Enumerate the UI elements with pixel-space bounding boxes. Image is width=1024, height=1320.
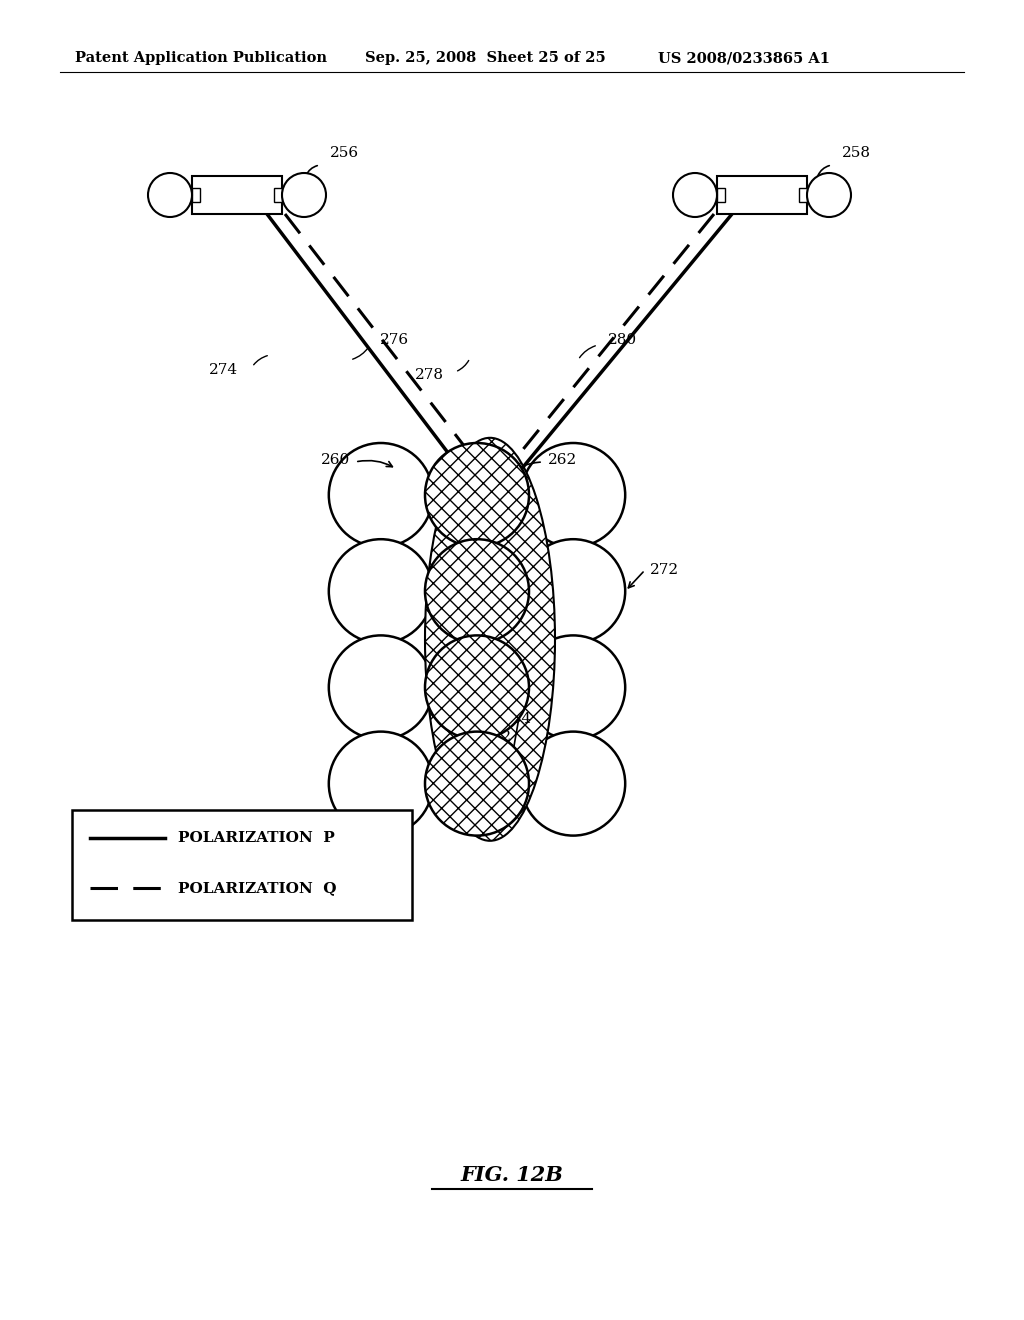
Text: Patent Application Publication: Patent Application Publication	[75, 51, 327, 65]
Text: POLARIZATION  P: POLARIZATION P	[178, 832, 335, 845]
Circle shape	[148, 173, 193, 216]
Circle shape	[673, 173, 717, 216]
Circle shape	[425, 635, 529, 739]
Bar	[717, 187, 725, 202]
Text: 276: 276	[380, 333, 410, 347]
Text: 252: 252	[482, 730, 512, 744]
Text: 274: 274	[209, 363, 238, 378]
Text: US 2008/0233865 A1: US 2008/0233865 A1	[658, 51, 830, 65]
Text: 272: 272	[650, 564, 679, 577]
Text: 258: 258	[842, 147, 871, 160]
Circle shape	[425, 539, 529, 643]
Text: 260: 260	[321, 453, 350, 467]
Circle shape	[807, 173, 851, 216]
Circle shape	[329, 539, 433, 643]
Text: 254: 254	[503, 711, 531, 726]
Circle shape	[521, 731, 626, 836]
Circle shape	[329, 444, 433, 546]
Text: Sep. 25, 2008  Sheet 25 of 25: Sep. 25, 2008 Sheet 25 of 25	[365, 51, 606, 65]
Text: 278: 278	[415, 368, 444, 381]
Text: 280: 280	[608, 333, 637, 347]
Bar	[193, 176, 282, 214]
Text: FIG. 12B: FIG. 12B	[461, 1166, 563, 1185]
Circle shape	[282, 173, 326, 216]
Circle shape	[329, 635, 433, 739]
Circle shape	[329, 731, 433, 836]
Text: 262: 262	[548, 453, 578, 467]
Bar	[799, 187, 807, 202]
Circle shape	[521, 635, 626, 739]
Text: POLARIZATION  Q: POLARIZATION Q	[178, 880, 337, 895]
Ellipse shape	[425, 438, 555, 841]
Circle shape	[521, 444, 626, 546]
Bar	[274, 187, 282, 202]
Text: 256: 256	[330, 147, 359, 160]
FancyBboxPatch shape	[72, 810, 412, 920]
Bar	[717, 176, 807, 214]
Circle shape	[521, 539, 626, 643]
Circle shape	[425, 731, 529, 836]
Bar	[193, 187, 200, 202]
Circle shape	[425, 444, 529, 546]
